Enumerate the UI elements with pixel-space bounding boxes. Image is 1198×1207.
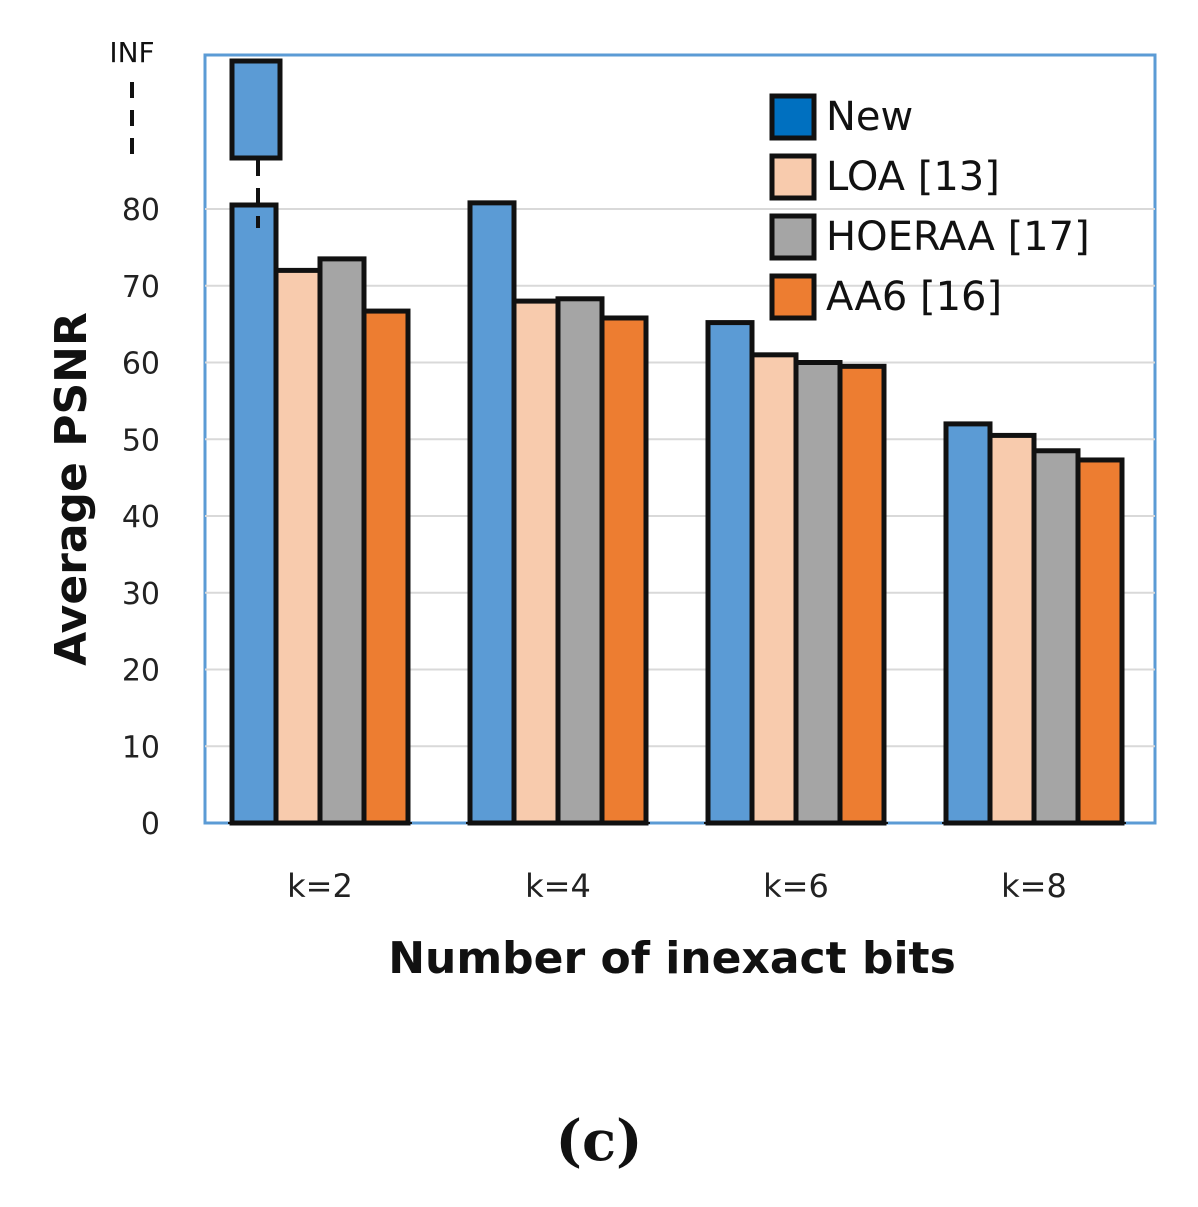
- figure-caption: (c): [555, 1108, 642, 1174]
- bars: [228, 58, 1126, 826]
- bar-hoeraa-k6: [793, 360, 843, 826]
- legend-swatch: [769, 93, 817, 141]
- bar-new-k8: [943, 421, 993, 826]
- bar-aa6-k4: [599, 315, 649, 826]
- y-tick-label: 10: [122, 730, 160, 765]
- bar-aa6-k2: [361, 308, 411, 826]
- bar-loa-k6: [749, 352, 799, 826]
- y-tick-label: 50: [122, 423, 160, 458]
- y-tick-label: 0: [141, 807, 160, 842]
- x-category-label: k=6: [763, 867, 829, 905]
- y-axis-title: Average PSNR: [46, 312, 97, 666]
- inf-label: INF: [109, 36, 154, 69]
- legend-label: HOERAA [17]: [826, 214, 1090, 260]
- bar-loa-k2: [273, 267, 323, 826]
- legend-swatch: [769, 213, 817, 261]
- x-category-labels: k=2 k=4 k=6 k=8: [287, 867, 1067, 905]
- legend: New LOA [13] HOERAA [17] AA6 [16]: [769, 93, 1090, 321]
- y-tick-label: 70: [122, 270, 160, 305]
- x-category-label: k=4: [525, 867, 591, 905]
- legend-swatch: [769, 153, 817, 201]
- y-tick-label: 60: [122, 347, 160, 382]
- bar-loa-k4: [511, 298, 561, 826]
- bar-new-k2-lower: [229, 202, 279, 826]
- bar-new-k2-inf: [229, 58, 283, 161]
- bar-loa-k8: [987, 432, 1037, 826]
- bar-hoeraa-k8: [1031, 448, 1081, 826]
- x-category-label: k=8: [1001, 867, 1067, 905]
- y-tick-label: 20: [122, 654, 160, 689]
- bar-new-k4: [467, 200, 517, 826]
- y-tick-label: 40: [122, 500, 160, 535]
- x-axis-title: Number of inexact bits: [388, 933, 956, 984]
- bar-aa6-k6: [837, 363, 887, 826]
- bar-hoeraa-k4: [555, 296, 605, 826]
- bar-aa6-k8: [1075, 457, 1125, 826]
- legend-label: AA6 [16]: [826, 274, 1002, 320]
- legend-label: New: [826, 94, 913, 140]
- bar-hoeraa-k2: [317, 256, 367, 826]
- legend-swatch: [769, 273, 817, 321]
- y-tick-label: 30: [122, 577, 160, 612]
- y-tick-labels: 0 10 20 30 40 50 60 70 80: [122, 193, 160, 842]
- x-category-label: k=2: [287, 867, 353, 905]
- y-tick-label: 80: [122, 193, 160, 228]
- bar-new-k6: [705, 320, 755, 826]
- legend-label: LOA [13]: [826, 154, 1000, 200]
- inf-break-annotation: INF: [109, 36, 260, 228]
